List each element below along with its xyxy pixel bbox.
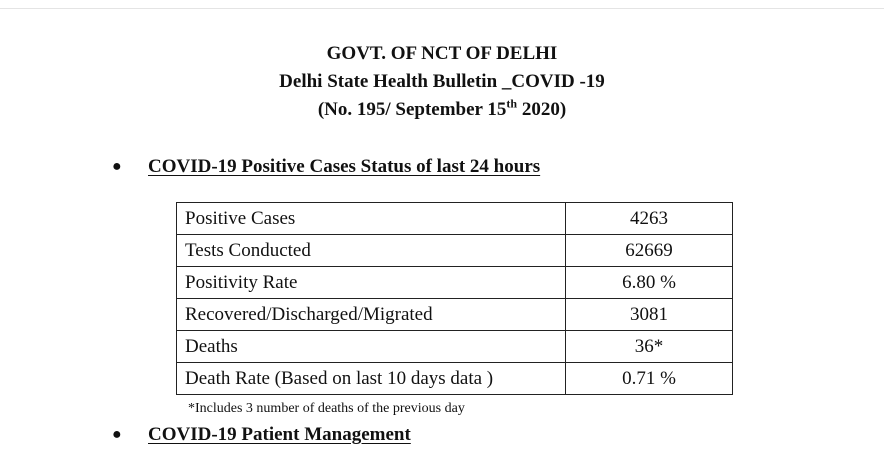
row-label: Deaths bbox=[176, 330, 566, 363]
table-row: Tests Conducted 62669 bbox=[176, 234, 733, 267]
govt-title: GOVT. OF NCT OF DELHI bbox=[326, 43, 558, 64]
table-row: Positive Cases 4263 bbox=[176, 202, 733, 235]
cases-table: Positive Cases 4263 Tests Conducted 6266… bbox=[176, 202, 733, 395]
row-label: Death Rate (Based on last 10 days data ) bbox=[176, 362, 566, 395]
bulletin-number-suffix: 2020) bbox=[517, 99, 567, 120]
row-value: 0.71 % bbox=[565, 362, 733, 395]
bulletin-number: (No. 195/ September 15th 2020) bbox=[0, 96, 884, 124]
row-value: 36* bbox=[565, 330, 733, 363]
table-row: Deaths 36* bbox=[176, 330, 733, 363]
bullet-icon: ● bbox=[112, 426, 122, 443]
row-label: Positivity Rate bbox=[176, 266, 566, 299]
section-title: COVID-19 Patient Management bbox=[148, 424, 411, 445]
bulletin-header: GOVT. OF NCT OF DELHI Delhi State Health… bbox=[0, 40, 884, 124]
bulletin-date-suffix: th bbox=[506, 96, 518, 111]
deaths-footnote: *Includes 3 number of deaths of the prev… bbox=[188, 401, 465, 416]
section-title: COVID-19 Positive Cases Status of last 2… bbox=[148, 156, 541, 177]
table-row: Recovered/Discharged/Migrated 3081 bbox=[176, 298, 733, 331]
row-value: 6.80 % bbox=[565, 266, 733, 299]
row-label: Positive Cases bbox=[176, 202, 566, 235]
table-row: Death Rate (Based on last 10 days data )… bbox=[176, 362, 733, 395]
bulletin-title: Delhi State Health Bulletin _COVID -19 bbox=[279, 71, 605, 92]
top-divider bbox=[0, 8, 884, 9]
row-value: 4263 bbox=[565, 202, 733, 235]
row-label: Recovered/Discharged/Migrated bbox=[176, 298, 566, 331]
section-patient-management: ● COVID-19 Patient Management bbox=[112, 424, 411, 446]
bulletin-number-prefix: (No. 195/ September 15 bbox=[317, 99, 507, 120]
bullet-icon: ● bbox=[112, 158, 122, 175]
section-positive-cases: ● COVID-19 Positive Cases Status of last… bbox=[112, 156, 540, 178]
row-value: 3081 bbox=[565, 298, 733, 331]
row-label: Tests Conducted bbox=[176, 234, 566, 267]
table-row: Positivity Rate 6.80 % bbox=[176, 266, 733, 299]
row-value: 62669 bbox=[565, 234, 733, 267]
